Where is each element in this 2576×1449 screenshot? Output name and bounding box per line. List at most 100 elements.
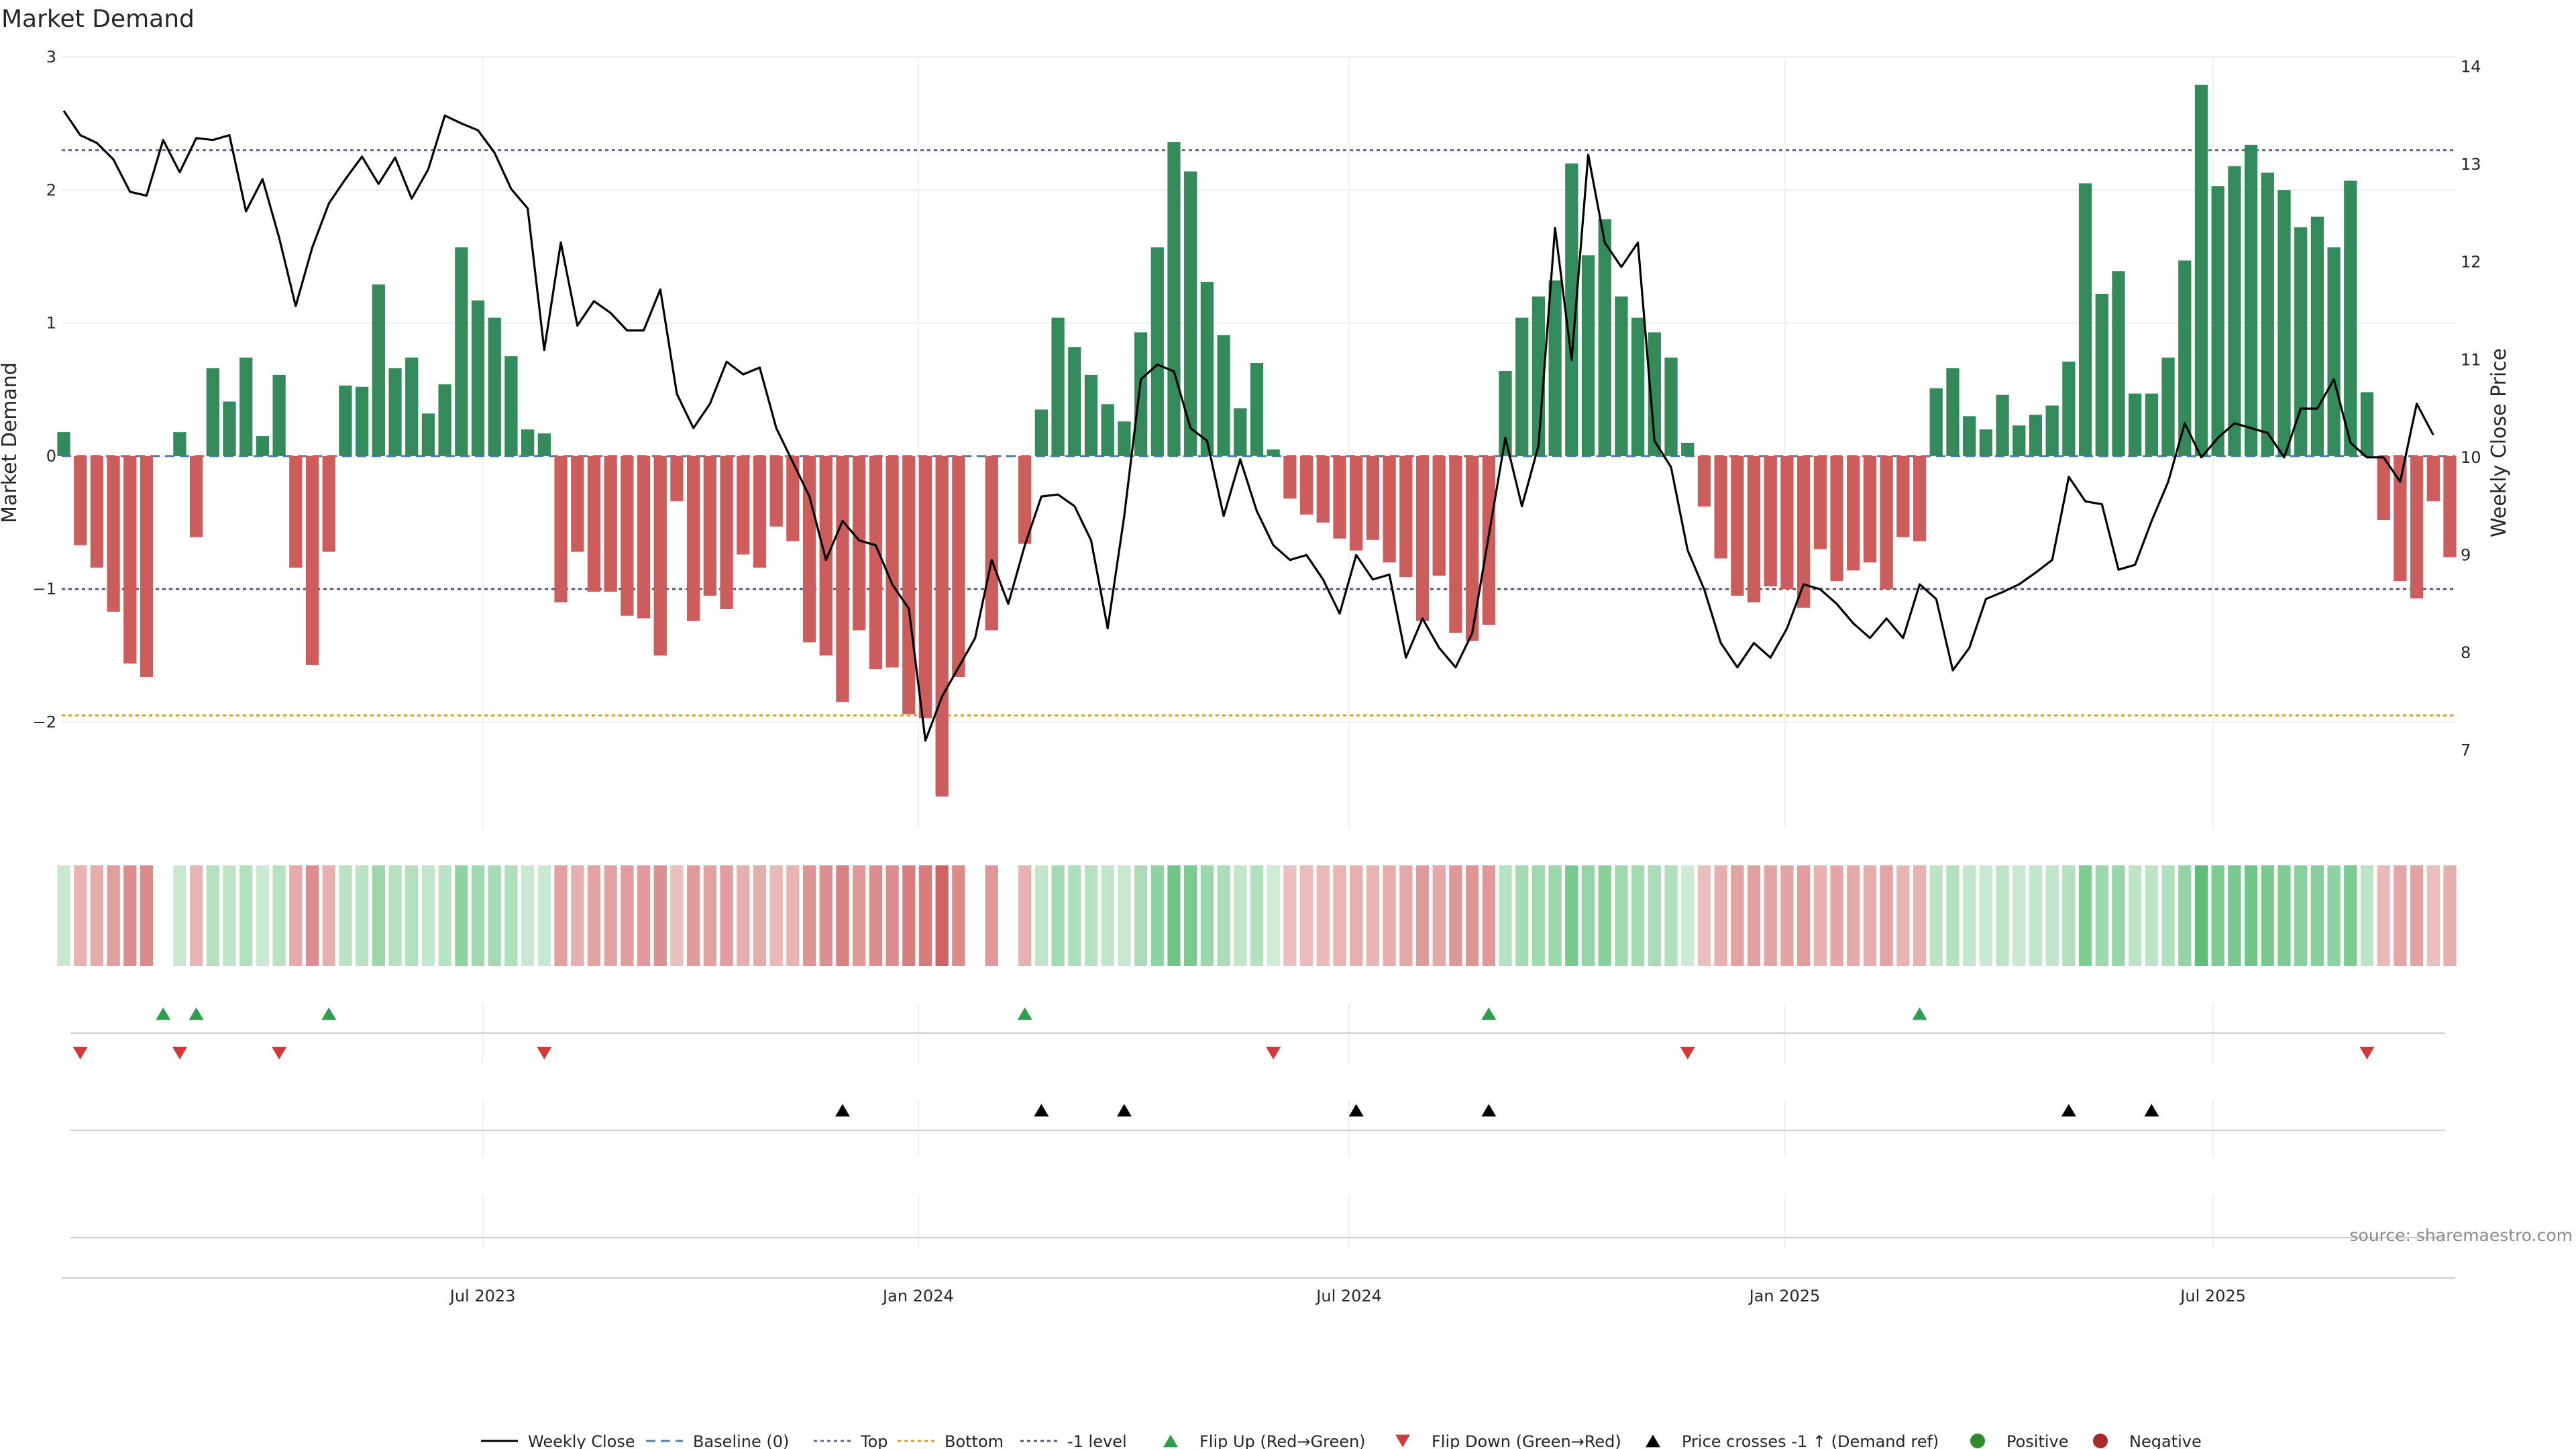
heat-strip-cell (372, 865, 385, 966)
legend-item: Bottom (898, 1432, 1004, 1449)
demand-bar-positive (2161, 358, 2175, 456)
heat-strip-cell (1432, 865, 1446, 966)
heat-strip-cell (2327, 865, 2341, 966)
heat-strip-cell (1399, 865, 1413, 966)
y2-tick-label: 9 (2461, 545, 2471, 564)
legend-label: Flip Down (Green→Red) (1432, 1432, 1621, 1449)
legend-label: -1 level (1067, 1432, 1127, 1449)
demand-bar-negative (1764, 455, 1777, 587)
heat-strip-cell (2095, 865, 2108, 966)
legend-swatch-circle (2093, 1434, 2108, 1448)
y-tick-label: −2 (33, 712, 56, 731)
heat-strip-cell (305, 865, 319, 966)
flip-down-marker (72, 1046, 88, 1060)
heat-strip-cell (918, 865, 932, 966)
heat-strip-cell (256, 865, 270, 966)
demand-bar-positive (2045, 405, 2059, 456)
demand-bar-positive (206, 368, 219, 456)
heat-strip-cell (1250, 865, 1264, 966)
heat-strip-cell (1068, 865, 1081, 966)
heat-strip-cell (2129, 865, 2142, 966)
demand-bar-positive (2294, 227, 2308, 456)
heat-strip-cell (471, 865, 485, 966)
demand-bar-negative (853, 455, 866, 631)
heat-strip-cell (2344, 865, 2357, 966)
demand-bar-negative (2443, 455, 2457, 557)
demand-bar-positive (455, 247, 468, 456)
heat-strip-cell (554, 865, 568, 966)
demand-bar-positive (1118, 421, 1131, 456)
flip-up-marker (156, 1007, 171, 1020)
demand-bar-positive (2228, 166, 2241, 456)
flip-down-marker (2359, 1046, 2375, 1060)
demand-bar-positive (1946, 368, 1960, 456)
price-cross-marker (1481, 1104, 1497, 1117)
demand-bar-positive (1134, 332, 1148, 456)
heat-strip-cell (819, 865, 833, 966)
heat-strip-cell (985, 865, 998, 966)
heat-strip-cell (1548, 865, 1562, 966)
demand-bar-positive (2095, 293, 2108, 456)
legend-label: Negative (2129, 1432, 2202, 1449)
heat-strip-cell (902, 865, 916, 966)
demand-bar-negative (1747, 455, 1761, 602)
demand-bar-positive (388, 368, 402, 456)
heat-strip-cell (1018, 865, 1032, 966)
heat-strip-cell (2377, 865, 2390, 966)
weekly-close-line (62, 110, 2434, 742)
demand-bar-negative (802, 455, 816, 643)
demand-bar-negative (90, 455, 104, 568)
demand-bar-positive (1664, 358, 1678, 456)
demand-bar-negative (2426, 455, 2440, 502)
flip-up-marker (321, 1007, 337, 1020)
demand-bar-negative (571, 455, 584, 552)
heat-strip-cell (1449, 865, 1462, 966)
heat-strip-cell (786, 865, 800, 966)
demand-bar-negative (1350, 455, 1363, 551)
demand-bar-negative (1913, 455, 1927, 541)
heat-strip-cell (1979, 865, 1992, 966)
demand-bar-positive (1250, 363, 1264, 456)
demand-bar-positive (223, 401, 236, 456)
heat-strip-cell (438, 865, 451, 966)
x-tick-label: Jan 2024 (881, 1287, 954, 1305)
heat-strip-cell (1664, 865, 1678, 966)
demand-bar-negative (1018, 455, 1032, 544)
heat-strip-cell (1714, 865, 1727, 966)
heat-strip-cell (488, 865, 501, 966)
heat-strip-cell (1797, 865, 1811, 966)
heat-strip-cell (189, 865, 203, 966)
demand-bar-positive (1217, 335, 1230, 456)
heat-strip-cell (2211, 865, 2224, 966)
heat-strip-cell (1598, 865, 1611, 966)
flip-up-marker (1481, 1007, 1497, 1020)
demand-bar-positive (1963, 416, 1976, 456)
heat-strip-cell (1697, 865, 1711, 966)
heat-strip-cell (2360, 865, 2374, 966)
flip-up-marker (1017, 1007, 1032, 1020)
demand-bar-positive (1167, 142, 1181, 456)
heat-strip-cell (571, 865, 584, 966)
demand-bar-negative (1415, 455, 1430, 621)
demand-bar-negative (1813, 455, 1827, 549)
heat-strip-cell (1267, 865, 1280, 966)
heat-strip-cell (653, 865, 667, 966)
heat-strip-cell (1200, 865, 1214, 966)
demand-bar-negative (140, 455, 154, 677)
heat-strip-cell (322, 865, 335, 966)
heat-strip-cell (107, 865, 120, 966)
heat-strip-cell (405, 865, 419, 966)
left-y-axis-label: Market Demand (0, 362, 21, 523)
demand-bar-negative (1714, 455, 1727, 559)
demand-bar-negative (1316, 455, 1330, 523)
heat-strip-cell (737, 865, 750, 966)
x-axis: Jul 2023 Jan 2024 Jul 2024 Jan 2025 Jul 2025 (62, 1277, 2455, 1305)
heat-strip-cell (1764, 865, 1777, 966)
heat-strip-cell (1863, 865, 1877, 966)
flip-down-marker (1266, 1046, 1281, 1060)
heat-strip-cell (2228, 865, 2241, 966)
flip-down-marker (1680, 1046, 1695, 1060)
heat-strip-cell (1217, 865, 1230, 966)
heat-strip-cell (355, 865, 369, 966)
